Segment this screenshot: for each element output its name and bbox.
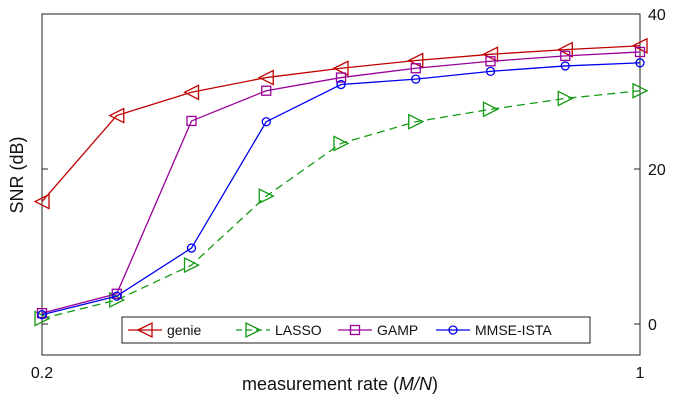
data-point-lasso — [183, 257, 200, 274]
data-point-lasso — [408, 113, 425, 130]
series-line-gamp — [41, 51, 641, 314]
legend-swatch-marker — [448, 325, 458, 335]
series-mmse-ista — [37, 58, 645, 320]
legend-swatch-marker — [349, 324, 361, 336]
data-point-mmse-ista — [186, 243, 197, 253]
data-point-gamp — [410, 63, 421, 74]
data-point-mmse-ista — [485, 66, 496, 76]
data-point-gamp — [335, 72, 347, 83]
data-point-mmse-ista — [112, 291, 122, 301]
x-tick-label: 1 — [636, 365, 645, 382]
data-point-genie — [631, 37, 648, 54]
data-point-genie — [108, 107, 125, 124]
data-point-genie — [332, 60, 349, 77]
series-layer — [33, 37, 649, 327]
legend-item-lasso: LASSO — [236, 321, 322, 339]
legend-item-genie: genie — [128, 321, 201, 339]
series-gamp — [36, 46, 646, 319]
data-point-mmse-ista — [261, 117, 271, 127]
data-point-gamp — [634, 46, 646, 58]
series-line-lasso — [41, 90, 641, 320]
y-tick-label: 40 — [648, 7, 666, 24]
data-point-lasso — [34, 310, 51, 327]
legend-swatch-marker — [136, 321, 153, 339]
data-point-genie — [482, 46, 499, 63]
plot-border — [41, 13, 641, 356]
legend-label: MMSE-ISTA — [475, 322, 552, 338]
data-point-lasso — [482, 101, 499, 118]
axes: 0.2 1 0 20 40 — [31, 7, 666, 382]
data-point-mmse-ista — [560, 61, 570, 71]
plot-frame — [41, 13, 641, 356]
data-point-gamp — [560, 50, 571, 61]
x-tick-label: 0.2 — [31, 365, 53, 382]
data-point-genie — [183, 84, 200, 101]
data-point-lasso — [258, 188, 275, 205]
legend-label: GAMP — [377, 322, 418, 338]
data-point-gamp — [186, 115, 197, 127]
y-tick-label: 0 — [648, 317, 657, 334]
legend-label: LASSO — [275, 322, 322, 338]
series-line-genie — [41, 45, 641, 202]
data-point-gamp — [485, 56, 496, 67]
x-axis-title-prefix: measurement rate ( — [242, 374, 399, 394]
y-tick-label: 20 — [648, 162, 666, 179]
data-point-gamp — [261, 85, 272, 96]
x-axis-title: measurement rate (M/N) — [242, 374, 438, 394]
x-axis-title-suffix: ) — [432, 374, 438, 394]
legend-label: genie — [167, 322, 201, 338]
data-point-mmse-ista — [37, 310, 47, 320]
data-point-lasso — [632, 82, 649, 99]
series-line-mmse-ista — [41, 62, 641, 316]
data-point-genie — [33, 193, 50, 210]
data-point-genie — [556, 41, 573, 58]
y-axis-title: SNR (dB) — [7, 136, 27, 213]
legend-item-gamp: GAMP — [338, 322, 418, 338]
legend: genie LASSO GAMP MMSE-ISTA — [121, 316, 591, 344]
data-point-mmse-ista — [336, 79, 346, 90]
data-point-lasso — [557, 90, 574, 107]
legend-swatch-marker — [245, 321, 262, 339]
data-point-mmse-ista — [635, 58, 645, 68]
x-axis-title-variable: M/N — [399, 374, 433, 394]
data-point-mmse-ista — [411, 74, 421, 84]
legend-item-mmse-ista: MMSE-ISTA — [436, 322, 552, 338]
series-genie — [33, 37, 648, 210]
data-point-genie — [257, 69, 274, 86]
data-point-lasso — [333, 135, 350, 152]
series-lasso — [34, 82, 649, 327]
